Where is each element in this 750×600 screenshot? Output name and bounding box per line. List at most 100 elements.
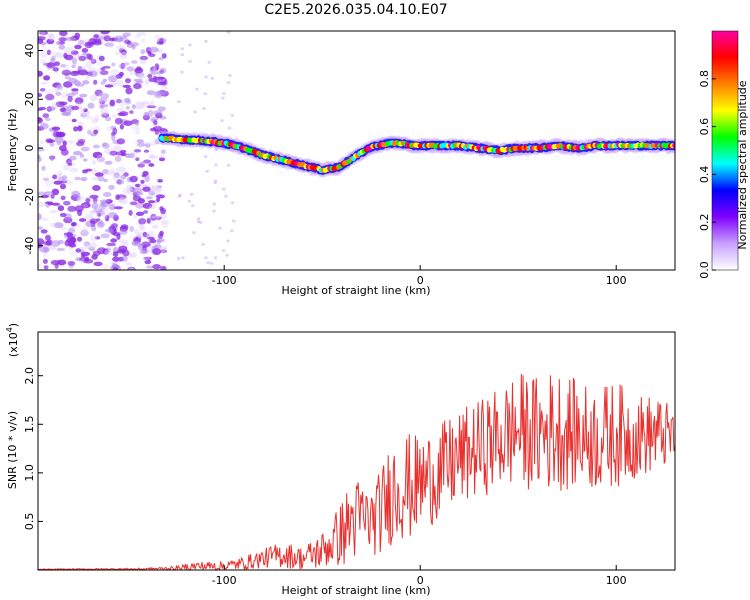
- noise-speckle: [146, 90, 156, 96]
- spectrogram-xlabel: Height of straight line (km): [281, 284, 430, 297]
- noise-speckle: [139, 59, 147, 65]
- noise-speckle: [146, 265, 154, 269]
- noise-speckle: [159, 230, 164, 236]
- noise-speckle: [42, 258, 48, 264]
- noise-speckle: [115, 166, 126, 173]
- noise-speckle: [104, 228, 114, 233]
- noise-speckle: [138, 218, 147, 225]
- noise-speckle: [62, 140, 67, 147]
- y-tick-label: 0.5: [23, 513, 36, 531]
- noise-speckle: [43, 191, 54, 197]
- snr-multiplier: (x104): [5, 323, 20, 357]
- noise-speckle: [150, 213, 157, 221]
- noise-speckle: [51, 202, 61, 206]
- noise-speckle: [43, 62, 48, 66]
- noise-speckle: [124, 97, 131, 103]
- noise-speckle: [144, 175, 150, 182]
- noise-speckle: [142, 256, 151, 262]
- noise-speckle: [83, 258, 94, 264]
- noise-speckle: [96, 33, 107, 38]
- noise-speckle: [78, 218, 87, 222]
- noise-speckle: [68, 77, 78, 83]
- noise-speckle: [38, 191, 46, 196]
- noise-speckle: [152, 264, 161, 270]
- noise-speckle: [147, 73, 153, 79]
- noise-speckle: [192, 231, 196, 235]
- noise-speckle: [92, 203, 99, 208]
- noise-speckle: [55, 52, 65, 59]
- noise-speckle: [134, 128, 140, 135]
- noise-speckle: [116, 107, 125, 113]
- noise-speckle: [156, 185, 163, 189]
- noise-speckle: [91, 159, 96, 166]
- noise-speckle: [38, 70, 43, 77]
- noise-speckle: [65, 63, 70, 70]
- noise-speckle: [136, 102, 145, 110]
- noise-speckle: [56, 40, 61, 46]
- x-tick-label: -100: [212, 274, 237, 287]
- noise-speckle: [152, 187, 162, 194]
- noise-speckle: [71, 222, 78, 226]
- noise-speckle: [115, 74, 123, 79]
- noise-speckle: [93, 129, 99, 135]
- noise-speckle: [142, 202, 153, 209]
- x-tick-label: 100: [606, 574, 627, 587]
- noise-speckle: [76, 198, 82, 203]
- noise-speckle: [102, 78, 108, 83]
- noise-speckle: [113, 35, 123, 43]
- ridge-core: [672, 143, 675, 149]
- noise-speckle: [100, 31, 110, 35]
- noise-speckle: [45, 239, 53, 246]
- noise-speckle: [54, 61, 60, 66]
- noise-speckle: [63, 81, 73, 88]
- x-tick-label: 0: [417, 574, 424, 587]
- noise-speckle: [61, 92, 67, 99]
- noise-speckle: [133, 83, 142, 90]
- noise-speckle: [122, 188, 131, 194]
- noise-speckle: [48, 139, 55, 143]
- noise-speckle: [60, 64, 67, 68]
- noise-speckle: [157, 179, 164, 183]
- noise-speckle: [152, 248, 162, 256]
- noise-speckle: [129, 201, 138, 206]
- noise-speckle: [177, 194, 182, 198]
- noise-speckle: [67, 180, 73, 185]
- noise-speckle: [119, 51, 128, 59]
- noise-speckle: [121, 49, 127, 56]
- noise-speckle: [129, 252, 138, 258]
- noise-speckle: [44, 179, 53, 187]
- noise-speckle: [62, 179, 70, 183]
- noise-speckle: [91, 202, 99, 210]
- noise-speckle: [140, 161, 146, 166]
- noise-speckle: [80, 229, 89, 237]
- noise-speckle: [92, 185, 101, 191]
- noise-speckle: [134, 121, 140, 127]
- noise-speckle: [180, 53, 185, 57]
- snr-multiplier-exp: 4: [5, 327, 14, 332]
- noise-speckle: [140, 223, 145, 230]
- noise-speckle: [138, 74, 146, 80]
- noise-speckle: [38, 226, 43, 230]
- colorbar: 0.0 0.2 0.4 0.6 0.8 Normalized spectral ampl…: [698, 30, 749, 279]
- noise-speckle: [56, 247, 66, 252]
- noise-speckle: [74, 176, 82, 181]
- noise-speckle: [50, 240, 61, 247]
- noise-speckle: [162, 222, 168, 229]
- noise-speckle: [64, 76, 72, 80]
- spectrogram-x-ticks: -100 0 100: [212, 265, 627, 287]
- noise-speckle: [120, 174, 127, 180]
- noise-speckle: [176, 257, 181, 260]
- noise-speckle: [77, 125, 83, 132]
- noise-speckle: [162, 85, 168, 90]
- noise-speckle: [145, 196, 153, 200]
- noise-speckle: [50, 51, 60, 56]
- noise-speckle: [109, 167, 116, 173]
- noise-speckle: [196, 217, 201, 221]
- noise-speckle: [43, 75, 51, 81]
- snr-line-clip: [38, 373, 675, 570]
- noise-speckle: [71, 118, 77, 123]
- noise-speckle: [112, 145, 123, 153]
- noise-speckle: [97, 99, 103, 106]
- noise-speckle: [143, 210, 148, 214]
- spectrogram-panel: -100 0 100 -40 -20 0 20 40 Height of straight …: [6, 30, 676, 297]
